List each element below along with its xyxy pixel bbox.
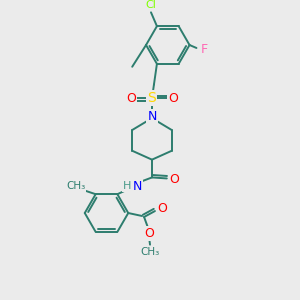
Text: S: S <box>148 92 156 105</box>
Text: N: N <box>147 110 157 123</box>
Text: O: O <box>169 173 179 186</box>
Text: CH₃: CH₃ <box>140 247 160 256</box>
Text: Cl: Cl <box>146 0 156 11</box>
Text: O: O <box>144 227 154 240</box>
Text: O: O <box>168 92 178 105</box>
Text: N: N <box>133 180 142 193</box>
Text: CH₃: CH₃ <box>66 181 85 191</box>
Text: O: O <box>126 92 136 105</box>
Text: H: H <box>123 181 131 191</box>
Text: O: O <box>157 202 167 214</box>
Text: F: F <box>201 44 208 56</box>
